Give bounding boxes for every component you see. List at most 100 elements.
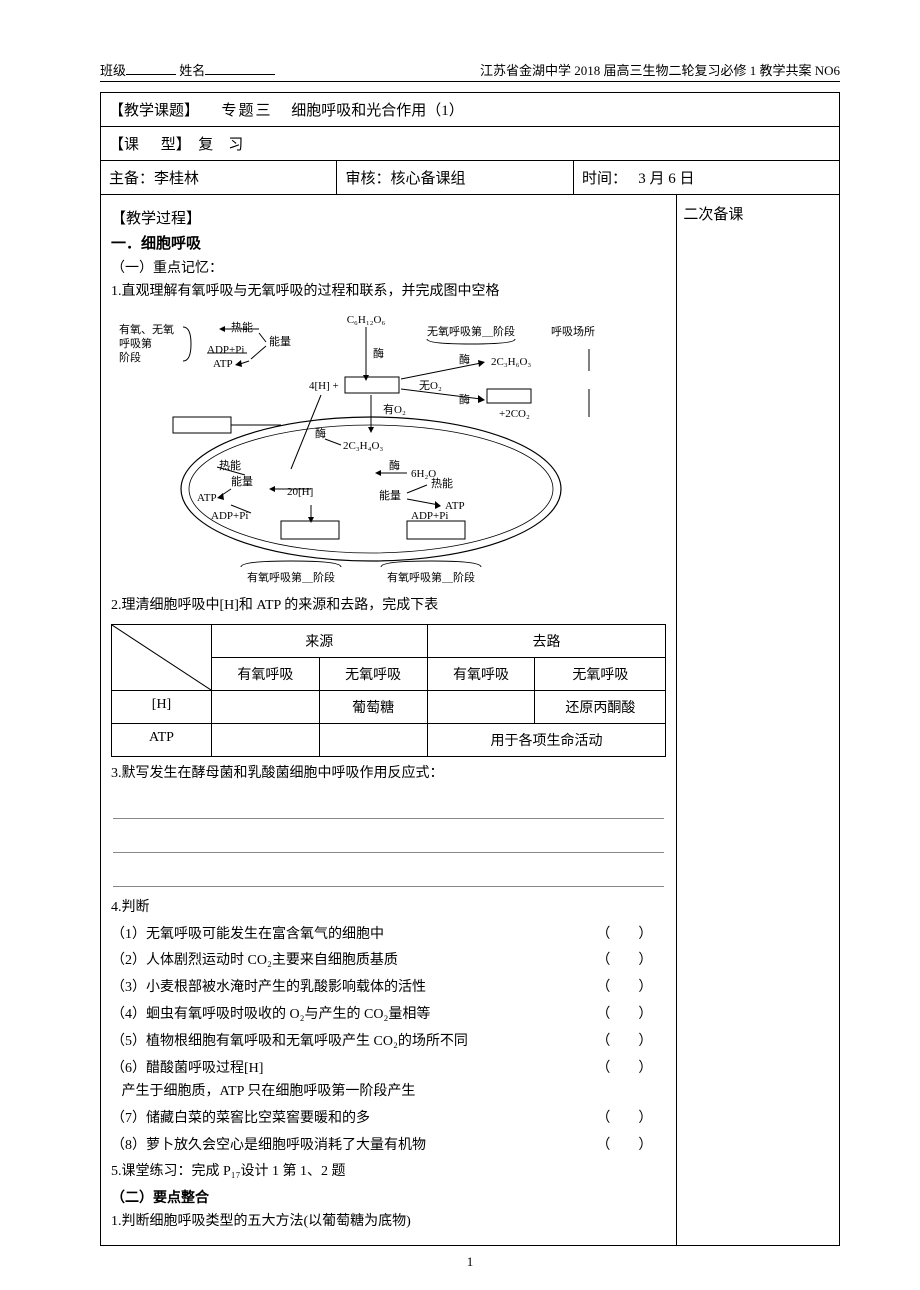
- judgment-paren: （ ）: [596, 1003, 666, 1027]
- svg-text:热能: 热能: [219, 458, 241, 472]
- svg-text:呼吸第: 呼吸第: [119, 336, 152, 350]
- judgment-text: （2）人体剧烈运动时 CO₂主要来自细胞质基质: [111, 949, 596, 973]
- lesson-plan-table: 【教学课题】 专题三 细胞呼吸和光合作用（1） 【课 型】 复 习 主备：李桂林…: [100, 92, 840, 1246]
- name-label: 姓名: [179, 63, 205, 78]
- svg-text:酶: 酶: [459, 353, 470, 366]
- svg-text:有氧呼吸第＿阶段: 有氧呼吸第＿阶段: [247, 570, 335, 584]
- main-content: 【教学过程】 一．细胞呼吸 （一）重点记忆： 1.直观理解有氧呼吸与无氧呼吸的过…: [101, 195, 677, 1246]
- svg-text:有O₂: 有O₂: [383, 402, 406, 416]
- svg-text:+2CO₂: +2CO₂: [499, 408, 530, 420]
- judgment-item: （3）小麦根部被水淹时产生的乳酸影响载体的活性（ ）: [111, 976, 666, 1000]
- h-aerobic-src: [212, 690, 320, 723]
- svg-text:C₆H₁₂O₆: C₆H₁₂O₆: [347, 314, 386, 326]
- judgment-text: （3）小麦根部被水淹时产生的乳酸影响载体的活性: [111, 976, 596, 1000]
- dest-anaerobic: 无氧呼吸: [535, 657, 666, 690]
- atp-anaerobic-src: [319, 723, 427, 756]
- judgment-item: （4）蛔虫有氧呼吸时吸收的 O₂与产生的 CO₂量相等（ ）: [111, 1003, 666, 1027]
- dest-aerobic: 有氧呼吸: [427, 657, 535, 690]
- judgment-paren: （ ）: [596, 976, 666, 1000]
- item-6: 1.判断细胞呼吸类型的五大方法(以葡萄糖为底物): [111, 1211, 666, 1233]
- svg-text:ADP+Pi: ADP+Pi: [411, 510, 448, 522]
- type-value: 复 习: [198, 137, 243, 153]
- process-label: 【教学过程】: [111, 207, 666, 228]
- judgment-text: （4）蛔虫有氧呼吸时吸收的 O₂与产生的 CO₂量相等: [111, 1003, 596, 1027]
- item-1: 1.直观理解有氧呼吸与无氧呼吸的过程和联系，并完成图中空格: [111, 281, 666, 303]
- judgment-item: （2）人体剧烈运动时 CO₂主要来自细胞质基质（ ）: [111, 949, 666, 973]
- svg-text:酶: 酶: [373, 347, 384, 360]
- judgment-text: （8）萝卜放久会空心是细胞呼吸消耗了大量有机物: [111, 1134, 596, 1158]
- title-label: 【教学课题】: [109, 103, 199, 119]
- header-right: 江苏省金湖中学 2018 届高三生物二轮复习必修 1 教学共案 NO6: [480, 60, 840, 79]
- svg-text:能量: 能量: [231, 474, 253, 488]
- blank-line-2: [113, 829, 664, 853]
- svg-text:呼吸场所: 呼吸场所: [551, 324, 595, 338]
- diag-header: [112, 624, 212, 690]
- h-aerobic-dest: [427, 690, 535, 723]
- svg-text:ATP: ATP: [213, 358, 233, 370]
- sub-1-1: （一）重点记忆：: [111, 257, 666, 277]
- svg-text:ADP+Pi: ADP+Pi: [207, 344, 244, 356]
- judgment-item: （1）无氧呼吸可能发生在富含氧气的细胞中（ ）: [111, 923, 666, 947]
- lesson-type-row: 【课 型】 复 习: [101, 127, 840, 161]
- svg-text:酶: 酶: [315, 427, 326, 440]
- item-4: 4.判断: [111, 897, 666, 919]
- atp-aerobic-src: [212, 723, 320, 756]
- judgment-text: （7）储藏白菜的菜窖比空菜窖要暖和的多: [111, 1107, 596, 1131]
- source-header: 来源: [212, 624, 428, 657]
- header-left: 班级 姓名: [100, 60, 275, 79]
- type-label2: 型】: [161, 137, 191, 153]
- h-anaerobic-src: 葡萄糖: [319, 690, 427, 723]
- blank-line-3: [113, 863, 664, 887]
- svg-text:能量: 能量: [379, 488, 401, 502]
- time-cell: 时间： 3 月 6 日: [573, 161, 839, 195]
- atp-dest: 用于各项生命活动: [427, 723, 666, 756]
- svg-text:20[H]: 20[H]: [287, 486, 313, 498]
- class-label: 班级: [100, 63, 126, 78]
- section-1-title: 一．细胞呼吸: [111, 232, 666, 253]
- review-cell: 审核：核心备课组: [337, 161, 573, 195]
- svg-text:能量: 能量: [269, 334, 291, 348]
- svg-text:2C₃H₆O₃: 2C₃H₆O₃: [491, 356, 531, 368]
- time-value: 3 月 6 日: [638, 171, 694, 187]
- topic-name: 细胞呼吸和光合作用（1）: [291, 103, 464, 119]
- type-label1: 【课: [109, 137, 139, 153]
- judgment-paren: （ ）: [596, 1030, 666, 1054]
- svg-text:酶: 酶: [389, 459, 400, 472]
- svg-text:酶: 酶: [459, 393, 470, 406]
- svg-text:ATP: ATP: [197, 492, 217, 504]
- page-header: 班级 姓名 江苏省金湖中学 2018 届高三生物二轮复习必修 1 教学共案 NO…: [100, 60, 840, 82]
- secondary-notes: 二次备课: [677, 195, 840, 1246]
- svg-text:热能: 热能: [431, 476, 453, 490]
- svg-text:4[H] +: 4[H] +: [309, 380, 339, 392]
- svg-text:有氧、无氧: 有氧、无氧: [119, 322, 174, 336]
- judgment-text: （6）醋酸菌呼吸过程[H] 产生于细胞质，ATP 只在细胞呼吸第一阶段产生: [111, 1057, 596, 1105]
- sub-1-2: （二）要点整合: [111, 1187, 666, 1207]
- judgment-text: （5）植物根细胞有氧呼吸和无氧呼吸产生 CO₂的场所不同: [111, 1030, 596, 1054]
- prepare-cell: 主备：李桂林: [101, 161, 337, 195]
- page-number: 1: [100, 1254, 840, 1270]
- item-2: 2.理清细胞呼吸中[H]和 ATP 的来源和去路，完成下表: [111, 595, 666, 617]
- notes-label: 二次备课: [683, 207, 743, 223]
- svg-text:ADP+Pi: ADP+Pi: [211, 510, 248, 522]
- judgment-item: （8）萝卜放久会空心是细胞呼吸消耗了大量有机物（ ）: [111, 1134, 666, 1158]
- judgment-item: （6）醋酸菌呼吸过程[H] 产生于细胞质，ATP 只在细胞呼吸第一阶段产生（ ）: [111, 1057, 666, 1105]
- svg-text:无氧呼吸第＿阶段: 无氧呼吸第＿阶段: [427, 324, 515, 338]
- blank-line-1: [113, 795, 664, 819]
- h-anaerobic-dest: 还原丙酮酸: [535, 690, 666, 723]
- respiration-diagram: C₆H₁₂O₆ 酶 有氧、无氧 呼吸第 阶段 热能 能量: [111, 309, 631, 589]
- judgment-paren: （ ）: [596, 1134, 666, 1158]
- prepare-name: 李桂林: [154, 171, 199, 187]
- dest-header: 去路: [427, 624, 666, 657]
- src-anaerobic: 无氧呼吸: [319, 657, 427, 690]
- item-3: 3.默写发生在酵母菌和乳酸菌细胞中呼吸作用反应式：: [111, 763, 666, 785]
- judgment-paren: （ ）: [596, 1057, 666, 1105]
- review-name: 核心备课组: [390, 171, 465, 187]
- topic-number: 专题三: [222, 103, 273, 119]
- judgment-paren: （ ）: [596, 949, 666, 973]
- svg-text:热能: 热能: [231, 320, 253, 334]
- src-aerobic: 有氧呼吸: [212, 657, 320, 690]
- svg-text:有氧呼吸第＿阶段: 有氧呼吸第＿阶段: [387, 570, 475, 584]
- judgment-item: （7）储藏白菜的菜窖比空菜窖要暖和的多（ ）: [111, 1107, 666, 1131]
- item-5: 5.课堂练习：完成 P₁₇设计 1 第 1、2 题: [111, 1161, 666, 1183]
- lesson-title-row: 【教学课题】 专题三 细胞呼吸和光合作用（1）: [101, 93, 840, 127]
